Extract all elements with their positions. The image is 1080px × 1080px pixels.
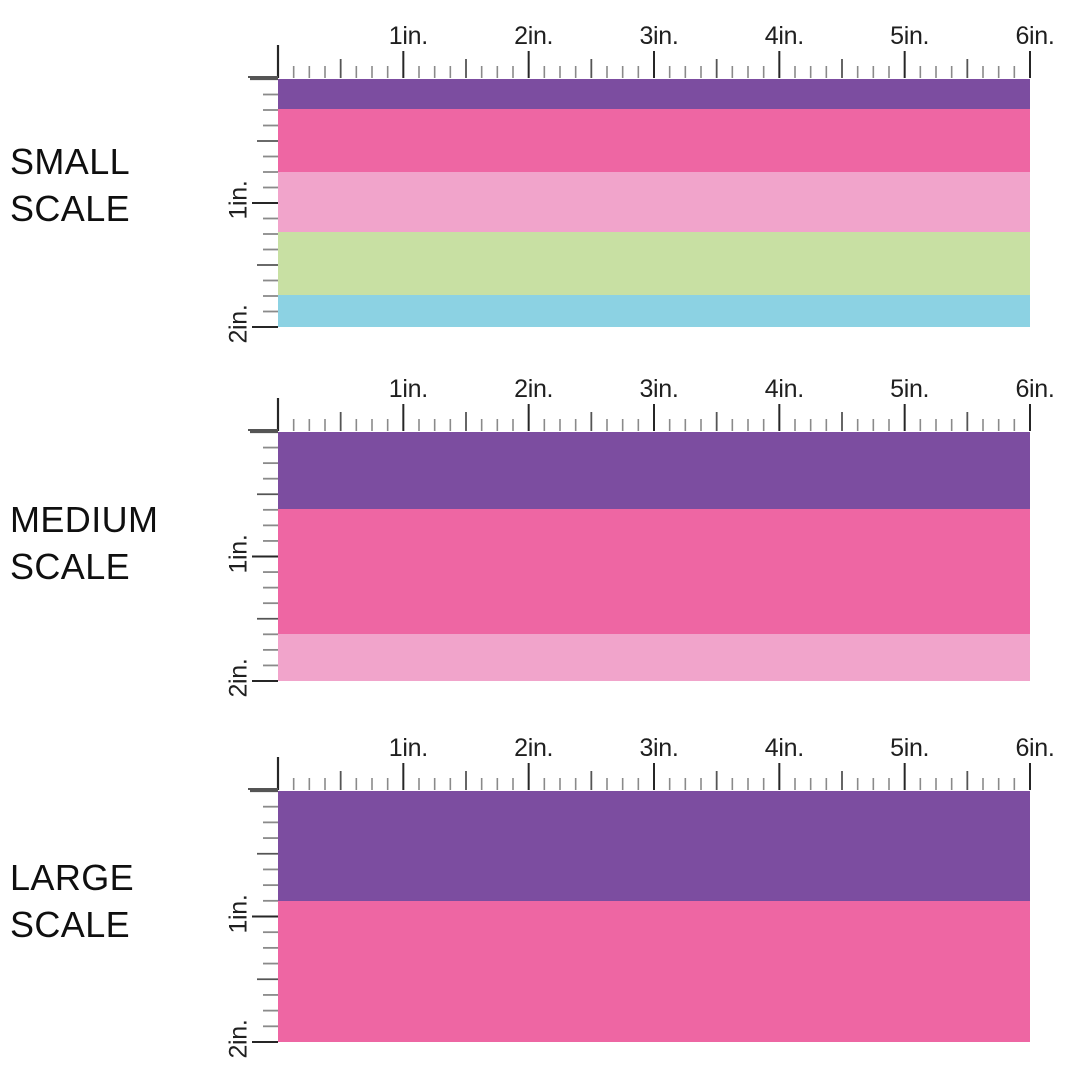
side-ruler-label: 2in.: [224, 658, 253, 698]
side-ruler-label: 2in.: [224, 1019, 253, 1059]
stripe-purple: [278, 79, 1030, 109]
top-ruler-label: 2in.: [514, 22, 554, 50]
top-ruler-label: 3in.: [639, 375, 679, 403]
left-ruler: [250, 77, 278, 328]
side-ruler-label: 2in.: [224, 304, 253, 344]
scale-title-line: SMALL: [10, 141, 131, 182]
scale-title-line: SCALE: [10, 904, 131, 945]
stripe-hot-pink: [278, 901, 1030, 1042]
top-ruler: [248, 45, 1031, 78]
top-ruler-label: 3in.: [639, 734, 679, 762]
top-ruler-label: 2in.: [514, 375, 554, 403]
stripe-hot-pink: [278, 108, 1030, 172]
top-ruler-label: 1in.: [388, 375, 428, 403]
top-ruler-label: 2in.: [514, 734, 554, 762]
stripe-purple: [278, 791, 1030, 902]
top-ruler-label: 5in.: [890, 22, 930, 50]
stripe-blue: [278, 294, 1030, 327]
top-ruler-label: 3in.: [639, 22, 679, 50]
top-ruler-label: 5in.: [890, 734, 930, 762]
scale-title-line: SCALE: [10, 188, 131, 229]
stripe-green: [278, 231, 1030, 295]
top-ruler-label: 6in.: [1015, 22, 1055, 50]
scale-title-large: LARGE SCALE: [10, 854, 134, 948]
top-ruler: [248, 757, 1031, 790]
fabric-stripe-swatch: [278, 432, 1030, 681]
top-ruler-label: 1in.: [388, 22, 428, 50]
top-ruler-label: 6in.: [1015, 375, 1055, 403]
scale-title-line: LARGE: [10, 857, 135, 898]
top-ruler-label: 4in.: [764, 22, 804, 50]
stripe-hot-pink: [278, 509, 1030, 634]
stripe-light-pink: [278, 633, 1030, 681]
fabric-stripe-swatch: [278, 791, 1030, 1042]
side-ruler-label: 1in.: [224, 533, 253, 574]
stripe-purple: [278, 432, 1030, 510]
top-ruler-label: 6in.: [1015, 734, 1055, 762]
left-ruler: [250, 789, 278, 1043]
scale-title-small: SMALL SCALE: [10, 138, 130, 232]
scale-title-line: MEDIUM: [10, 499, 159, 540]
fabric-stripe-swatch: [278, 79, 1030, 327]
top-ruler-label: 4in.: [764, 734, 804, 762]
top-ruler: [248, 398, 1031, 431]
stripe-light-pink: [278, 171, 1030, 232]
top-ruler-label: 5in.: [890, 375, 930, 403]
top-ruler-label: 4in.: [764, 375, 804, 403]
side-ruler-label: 1in.: [224, 180, 253, 220]
left-ruler: [250, 430, 278, 682]
top-ruler-label: 1in.: [388, 734, 428, 762]
scale-title-medium: MEDIUM SCALE: [10, 496, 158, 590]
side-ruler-label: 1in.: [224, 893, 253, 934]
scale-title-line: SCALE: [10, 546, 131, 587]
